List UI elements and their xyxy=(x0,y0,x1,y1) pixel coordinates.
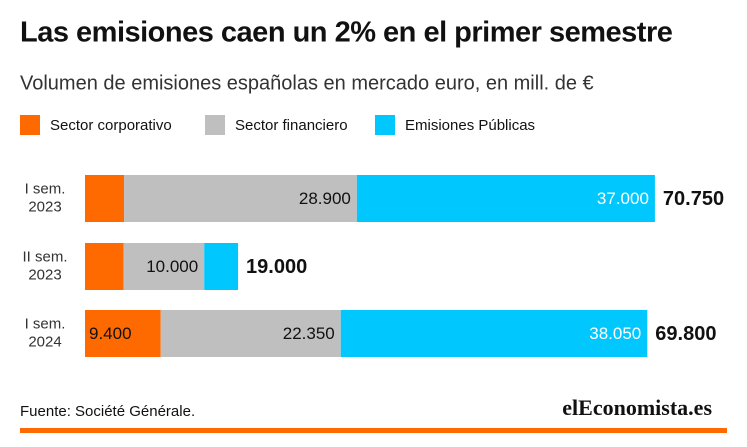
legend-swatch xyxy=(375,115,395,135)
y-tick-label: II sem. 2023 xyxy=(22,248,67,283)
total-label: 19.000 xyxy=(246,256,307,278)
legend-label: Sector corporativo xyxy=(50,117,172,134)
bar-segment xyxy=(85,243,124,290)
y-tick-label: I sem. 2024 xyxy=(25,315,66,350)
legend-label: Sector financiero xyxy=(235,117,348,134)
source: Fuente: Société Générale. xyxy=(20,403,195,420)
value-label: 38.050 xyxy=(589,324,641,343)
legend-label: Emisiones Públicas xyxy=(405,117,535,134)
y-tick-line: 2024 xyxy=(28,333,61,350)
value-label: 9.400 xyxy=(89,324,132,343)
footer-rule xyxy=(20,428,727,433)
bar-segment xyxy=(340,310,648,357)
logo: elEconomista.es xyxy=(562,395,712,420)
total-label: 70.750 xyxy=(663,188,724,210)
chart-title: Las emisiones caen un 2% en el primer se… xyxy=(20,17,673,49)
y-tick-line: I sem. xyxy=(25,180,66,197)
value-label: 28.900 xyxy=(299,189,351,208)
legend-swatch xyxy=(20,115,40,135)
y-tick-label: I sem. 2023 xyxy=(25,180,66,215)
total-label: 69.800 xyxy=(655,323,716,345)
bar-segment xyxy=(123,243,205,290)
value-label: 22.350 xyxy=(283,324,335,343)
y-tick-line: 2023 xyxy=(28,266,61,283)
legend-swatch xyxy=(205,115,225,135)
bar-segment xyxy=(85,175,125,222)
value-label: 37.000 xyxy=(597,189,649,208)
value-label: 10.000 xyxy=(146,257,198,276)
y-tick-line: I sem. xyxy=(25,315,66,332)
bar-segment xyxy=(124,175,357,222)
y-tick-line: 2023 xyxy=(28,198,61,215)
bar-segment xyxy=(85,310,161,357)
bar-segment xyxy=(356,175,655,222)
bar-segment xyxy=(160,310,341,357)
chart-subtitle: Volumen de emisiones españolas en mercad… xyxy=(20,72,594,94)
bar-segment xyxy=(204,243,239,290)
y-tick-line: II sem. xyxy=(22,248,67,265)
